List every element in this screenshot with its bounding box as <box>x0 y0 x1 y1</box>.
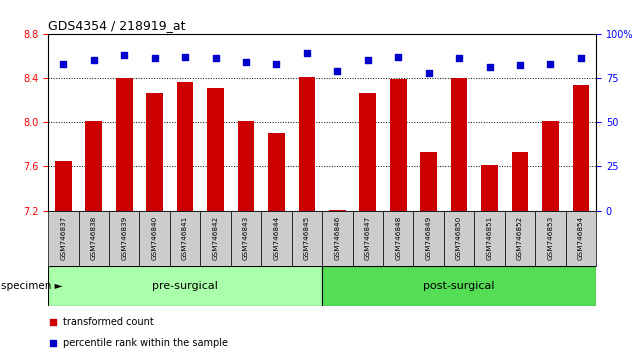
FancyBboxPatch shape <box>200 211 231 266</box>
Bar <box>146 93 163 211</box>
Text: GSM746845: GSM746845 <box>304 216 310 260</box>
Bar <box>360 93 376 211</box>
FancyBboxPatch shape <box>322 266 596 306</box>
FancyBboxPatch shape <box>48 266 322 306</box>
FancyBboxPatch shape <box>474 211 504 266</box>
FancyBboxPatch shape <box>262 211 292 266</box>
Bar <box>451 78 467 211</box>
FancyBboxPatch shape <box>413 211 444 266</box>
Bar <box>329 210 345 211</box>
Point <box>332 68 342 74</box>
Text: percentile rank within the sample: percentile rank within the sample <box>63 338 228 348</box>
Text: GDS4354 / 218919_at: GDS4354 / 218919_at <box>48 19 186 33</box>
Point <box>485 64 495 70</box>
Bar <box>512 152 528 211</box>
FancyBboxPatch shape <box>292 211 322 266</box>
FancyBboxPatch shape <box>535 211 565 266</box>
Text: GSM746847: GSM746847 <box>365 216 370 260</box>
Text: GSM746840: GSM746840 <box>152 216 158 260</box>
Text: post-surgical: post-surgical <box>423 281 495 291</box>
Text: GSM746843: GSM746843 <box>243 216 249 260</box>
FancyBboxPatch shape <box>444 211 474 266</box>
Point <box>302 50 312 56</box>
Bar <box>420 152 437 211</box>
Text: pre-surgical: pre-surgical <box>152 281 218 291</box>
FancyBboxPatch shape <box>48 211 78 266</box>
Text: GSM746839: GSM746839 <box>121 216 127 260</box>
FancyBboxPatch shape <box>109 211 140 266</box>
Bar <box>542 121 559 211</box>
Point <box>515 63 525 68</box>
Bar <box>177 82 194 211</box>
Bar <box>299 77 315 211</box>
Text: GSM746850: GSM746850 <box>456 216 462 260</box>
Text: GSM746848: GSM746848 <box>395 216 401 260</box>
Bar <box>390 79 406 211</box>
FancyBboxPatch shape <box>504 211 535 266</box>
FancyBboxPatch shape <box>322 211 353 266</box>
Point <box>48 319 58 325</box>
FancyBboxPatch shape <box>565 211 596 266</box>
FancyBboxPatch shape <box>353 211 383 266</box>
Point <box>271 61 281 67</box>
FancyBboxPatch shape <box>383 211 413 266</box>
Point <box>241 59 251 65</box>
FancyBboxPatch shape <box>140 211 170 266</box>
Point <box>149 56 160 61</box>
Bar <box>572 85 589 211</box>
Text: specimen ►: specimen ► <box>1 281 63 291</box>
Point <box>545 61 556 67</box>
FancyBboxPatch shape <box>170 211 200 266</box>
Text: GSM746841: GSM746841 <box>182 216 188 260</box>
Point <box>393 54 403 59</box>
FancyBboxPatch shape <box>78 211 109 266</box>
Text: GSM746844: GSM746844 <box>274 216 279 260</box>
Point <box>210 56 221 61</box>
Text: transformed count: transformed count <box>63 316 154 327</box>
Bar <box>207 88 224 211</box>
Point <box>180 54 190 59</box>
Point <box>58 61 69 67</box>
Text: GSM746842: GSM746842 <box>213 216 219 260</box>
Text: GSM746849: GSM746849 <box>426 216 431 260</box>
Point <box>454 56 464 61</box>
Point <box>576 56 586 61</box>
FancyBboxPatch shape <box>231 211 262 266</box>
Text: GSM746853: GSM746853 <box>547 216 553 260</box>
Bar <box>116 78 133 211</box>
Bar <box>55 161 72 211</box>
Text: GSM746846: GSM746846 <box>335 216 340 260</box>
Point <box>424 70 434 75</box>
Text: GSM746852: GSM746852 <box>517 216 523 260</box>
Point <box>119 52 129 58</box>
Point <box>363 57 373 63</box>
Text: GSM746851: GSM746851 <box>487 216 492 260</box>
Text: GSM746854: GSM746854 <box>578 216 584 260</box>
Point <box>88 57 99 63</box>
Bar <box>481 165 498 211</box>
Text: GSM746837: GSM746837 <box>60 216 66 260</box>
Bar <box>85 121 102 211</box>
Point <box>48 340 58 346</box>
Text: GSM746838: GSM746838 <box>91 216 97 260</box>
Bar <box>238 121 254 211</box>
Bar <box>268 133 285 211</box>
